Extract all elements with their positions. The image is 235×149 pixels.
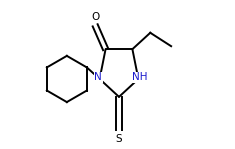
- Text: S: S: [116, 134, 122, 144]
- Text: O: O: [91, 12, 99, 22]
- Text: NH: NH: [132, 72, 148, 83]
- Text: N: N: [94, 72, 102, 83]
